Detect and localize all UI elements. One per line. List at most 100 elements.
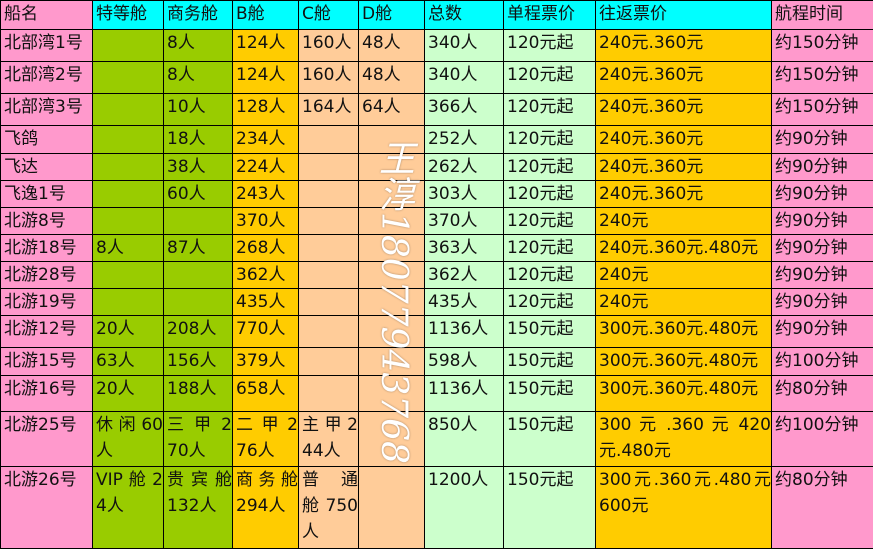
table-cell: 150元起 [504, 412, 596, 467]
table-cell: 224人 [233, 154, 299, 181]
table-cell: 8人 [93, 235, 164, 262]
table-cell: 240元.360元 [596, 94, 772, 126]
table-cell: 贵宾舱 132人 [164, 467, 233, 549]
table-cell: 120元起 [504, 262, 596, 289]
table-cell [164, 208, 233, 235]
table-cell: 234人 [233, 126, 299, 154]
table-cell: 1136人 [425, 376, 504, 412]
table-cell [359, 348, 425, 376]
table-cell: 约150分钟 [772, 30, 873, 62]
table-cell: 240元.360元.480元 [596, 235, 772, 262]
table-cell: 128人 [233, 94, 299, 126]
table-cell: 北部湾1号 [1, 30, 93, 62]
table-cell: 240元 [596, 262, 772, 289]
table-cell: 120元起 [504, 154, 596, 181]
table-cell: 124人 [233, 30, 299, 62]
column-header: D舱 [359, 1, 425, 30]
table-cell: 87人 [164, 235, 233, 262]
table-cell: 770人 [233, 316, 299, 348]
table-cell: 约80分钟 [772, 376, 873, 412]
table-cell [359, 154, 425, 181]
table-cell: 约150分钟 [772, 62, 873, 94]
table-cell: 约90分钟 [772, 154, 873, 181]
table-cell: 主 甲 244人 [299, 412, 359, 467]
column-header: 总数 [425, 1, 504, 30]
table-cell [359, 412, 425, 467]
table-cell [299, 181, 359, 208]
table-cell: 120元起 [504, 235, 596, 262]
table-cell [359, 376, 425, 412]
table-cell: 38人 [164, 154, 233, 181]
table-cell: 379人 [233, 348, 299, 376]
table-cell [359, 316, 425, 348]
table-cell: 120元起 [504, 30, 596, 62]
table-cell: 北游15号 [1, 348, 93, 376]
table-cell: 303人 [425, 181, 504, 208]
table-cell [299, 208, 359, 235]
table-cell: 北部湾2号 [1, 62, 93, 94]
table-cell: 262人 [425, 154, 504, 181]
table-cell: 1136人 [425, 316, 504, 348]
table-cell [93, 126, 164, 154]
table-cell [299, 316, 359, 348]
table-cell: 300元.360元.480元 [596, 376, 772, 412]
table-cell [299, 126, 359, 154]
table-cell [93, 30, 164, 62]
table-cell: 64人 [359, 94, 425, 126]
table-cell: 300元.360元.480元 [596, 316, 772, 348]
column-header: C舱 [299, 1, 359, 30]
table-cell: 飞逸1号 [1, 181, 93, 208]
table-cell: 约90分钟 [772, 181, 873, 208]
table-cell: 240元 [596, 208, 772, 235]
table-cell: 240元.360元 [596, 181, 772, 208]
column-header: 单程票价 [504, 1, 596, 30]
table-cell: 150元起 [504, 316, 596, 348]
table-cell: 252人 [425, 126, 504, 154]
table-cell [93, 181, 164, 208]
table-cell: 10人 [164, 94, 233, 126]
table-cell: 366人 [425, 94, 504, 126]
table-cell: 370人 [425, 208, 504, 235]
table-cell: 北游28号 [1, 262, 93, 289]
table-cell: 363人 [425, 235, 504, 262]
table-cell: 120元起 [504, 94, 596, 126]
table-cell: 20人 [93, 316, 164, 348]
table-cell: 63人 [93, 348, 164, 376]
table-cell: 约90分钟 [772, 208, 873, 235]
table-cell [359, 181, 425, 208]
table-cell: 362人 [425, 262, 504, 289]
table-cell: 休 闲 60人 [93, 412, 164, 467]
table-cell: 124人 [233, 62, 299, 94]
table-cell: 435人 [425, 289, 504, 316]
column-header: 船名 [1, 1, 93, 30]
table-cell: 340人 [425, 62, 504, 94]
table-cell: 598人 [425, 348, 504, 376]
table-cell: 240元.360元 [596, 62, 772, 94]
table-cell [299, 376, 359, 412]
table-cell: 300 元 .360 元 420元.480元 [596, 412, 772, 467]
table-cell [164, 289, 233, 316]
table-cell: 约90分钟 [772, 126, 873, 154]
table-cell: 160人 [299, 30, 359, 62]
column-header: 往返票价 [596, 1, 772, 30]
table-cell [93, 262, 164, 289]
table-cell: 约100分钟 [772, 412, 873, 467]
table-cell: 北游12号 [1, 316, 93, 348]
table-cell: 普 通 舱750 人 [299, 467, 359, 549]
table-cell: 188人 [164, 376, 233, 412]
table-cell: 120元起 [504, 181, 596, 208]
table-cell [93, 62, 164, 94]
table-cell [359, 208, 425, 235]
table-cell: 约90分钟 [772, 316, 873, 348]
table-cell: 362人 [233, 262, 299, 289]
table-cell [299, 262, 359, 289]
table-cell: 北游16号 [1, 376, 93, 412]
table-cell: 150元起 [504, 348, 596, 376]
